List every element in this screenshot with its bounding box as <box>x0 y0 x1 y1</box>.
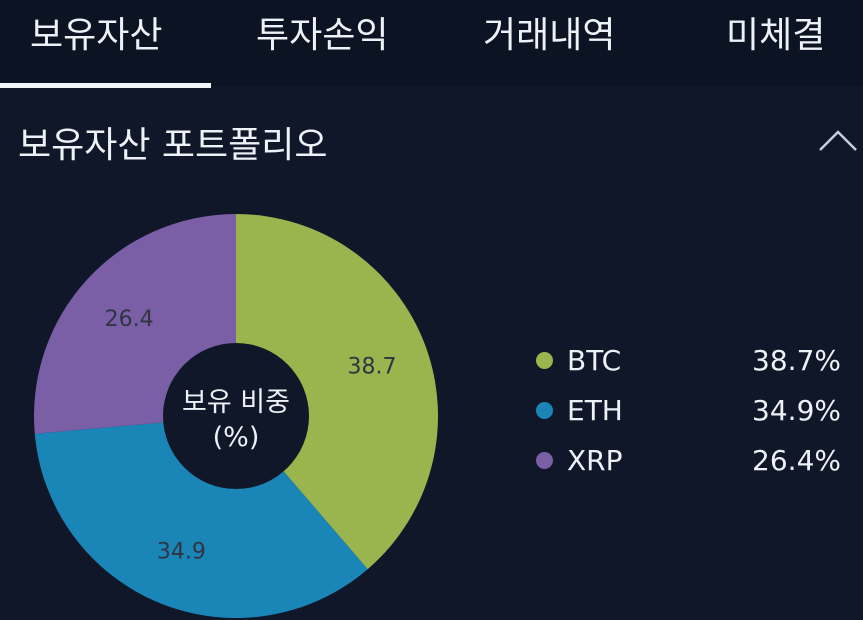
active-tab-indicator <box>0 83 211 88</box>
chevron-up-icon <box>819 130 857 151</box>
slice-value-label: 34.9 <box>157 539 206 564</box>
pie-slice-eth <box>34 416 368 619</box>
legend-item-xrp: XRP 26.4% <box>536 436 841 486</box>
legend-dot-icon <box>536 402 553 419</box>
slice-value-label: 26.4 <box>105 307 154 332</box>
legend-item-btc: BTC 38.7% <box>536 336 841 386</box>
donut-center-label: 보유 비중 <box>182 387 290 418</box>
holdings-donut-chart: 보유 비중 (%) 38.7 34.9 26.4 <box>33 214 439 619</box>
legend-value: 38.7% <box>752 344 841 377</box>
tab-bar: 보유자산 투자손익 거래내역 미체결 <box>0 0 863 88</box>
legend-value: 26.4% <box>752 444 841 477</box>
section-title: 보유자산 포트폴리오 <box>18 125 328 166</box>
legend-dot-icon <box>536 352 553 369</box>
tab-profit-loss[interactable]: 투자손익 <box>256 15 389 56</box>
donut-hole <box>163 343 309 489</box>
slice-value-label: 38.7 <box>348 355 397 380</box>
legend-dot-icon <box>536 452 553 469</box>
legend-value: 34.9% <box>752 394 841 427</box>
chart-legend: BTC 38.7% ETH 34.9% XRP 26.4% <box>536 336 841 486</box>
legend-label: ETH <box>567 394 623 427</box>
tab-trade-history[interactable]: 거래내역 <box>483 15 616 56</box>
donut-center-unit: (%) <box>213 422 260 453</box>
legend-label: XRP <box>567 444 623 477</box>
legend-item-eth: ETH 34.9% <box>536 386 841 436</box>
legend-label: BTC <box>567 344 622 377</box>
pie-slice-btc <box>236 214 439 570</box>
tab-unfilled-orders[interactable]: 미체결 <box>726 15 826 56</box>
collapse-button[interactable] <box>816 126 860 156</box>
tab-holdings[interactable]: 보유자산 <box>30 15 163 56</box>
